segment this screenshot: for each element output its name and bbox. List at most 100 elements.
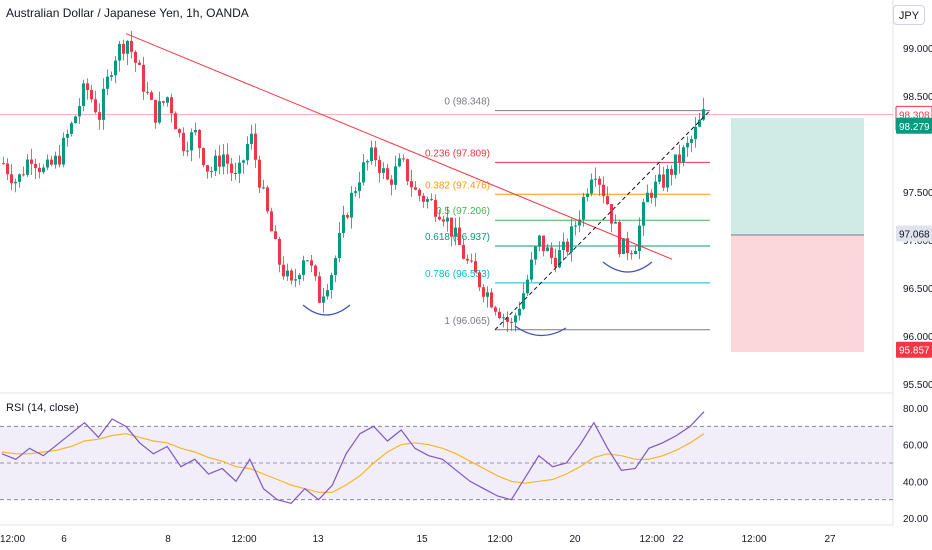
candle-body — [318, 276, 321, 303]
candle-body — [690, 139, 693, 143]
candle-body — [514, 315, 517, 323]
candle-body — [126, 40, 129, 54]
candle-body — [206, 165, 209, 172]
rsi-tick-label: 20.00 — [903, 514, 928, 525]
stop-price-tag-bg — [896, 341, 932, 358]
bottom-arc-2[interactable] — [514, 325, 567, 337]
bottom-arc-3[interactable] — [602, 261, 653, 273]
candle-body — [154, 99, 157, 123]
candle-body — [242, 160, 245, 163]
candle-body — [698, 119, 701, 127]
candle-body — [50, 159, 53, 165]
candle-body — [338, 232, 341, 259]
candle-body — [22, 174, 25, 176]
candle-body — [274, 231, 277, 239]
candle-body — [358, 182, 361, 192]
candle-body — [118, 43, 121, 61]
price-tick-label: 99.000 — [903, 44, 932, 55]
candle-body — [614, 222, 617, 224]
candle-body — [102, 88, 105, 120]
time-tick-label: 12:00 — [0, 534, 25, 545]
time-tick-label: 13 — [312, 534, 324, 545]
candle-body — [334, 258, 337, 276]
candle-body — [578, 219, 581, 226]
candle-body — [402, 158, 405, 160]
candle-body — [110, 75, 113, 77]
candle-body — [262, 187, 265, 189]
candle-body — [566, 241, 569, 252]
candle-body — [66, 133, 69, 138]
candle-body — [202, 148, 205, 166]
candle-body — [290, 270, 293, 281]
candle-body — [234, 172, 237, 174]
candle-body — [194, 129, 197, 133]
candle-body — [350, 192, 353, 218]
candle-body — [386, 168, 389, 180]
candle-body — [462, 244, 465, 259]
candle-body — [146, 91, 149, 93]
candle-body — [170, 97, 173, 114]
fib-level-label: 1 (96.065) — [444, 316, 490, 327]
stop-zone[interactable] — [731, 235, 864, 352]
candle-body — [310, 260, 313, 266]
candle-body — [58, 155, 61, 165]
candle-body — [222, 154, 225, 167]
candle-body — [546, 247, 549, 252]
candle-body — [542, 235, 545, 252]
candle-body — [30, 159, 33, 164]
candle-body — [446, 217, 449, 222]
candle-body — [286, 270, 289, 277]
candle-body — [638, 225, 641, 251]
candle-body — [506, 317, 509, 322]
candle-body — [190, 132, 193, 151]
fib-trend-line[interactable] — [494, 110, 711, 331]
fib-level-label: 0.618 (96.937) — [425, 232, 490, 243]
candle-body — [62, 137, 65, 165]
candle-body — [330, 275, 333, 291]
trendline[interactable] — [125, 33, 673, 260]
candle-body — [686, 142, 689, 148]
price-pane[interactable] — [0, 0, 893, 392]
rsi-tick-label: 40.00 — [903, 477, 928, 488]
candle-body — [398, 158, 401, 167]
candle-body — [442, 219, 445, 222]
candle-body — [634, 250, 637, 255]
candle-body — [450, 217, 453, 237]
candle-body — [230, 163, 233, 173]
candle-body — [382, 168, 385, 173]
target-zone[interactable] — [731, 118, 864, 235]
candle-body — [162, 101, 165, 103]
candle-body — [94, 99, 97, 113]
price-tick-label: 95.500 — [903, 380, 932, 391]
candle-body — [586, 193, 589, 197]
candle-body — [342, 214, 345, 233]
candle-body — [362, 162, 365, 183]
currency-button[interactable]: JPY — [893, 5, 925, 25]
price-tick-label: 96.500 — [903, 284, 932, 295]
rsi-moving-average — [1, 433, 705, 493]
candle-body — [314, 265, 317, 277]
rsi-line — [1, 411, 705, 504]
candle-body — [114, 60, 117, 76]
time-tick-label: 22 — [672, 534, 684, 545]
candle-body — [410, 181, 413, 188]
candle-body — [466, 258, 469, 261]
target-price-tag: 98.279 — [899, 122, 930, 133]
rsi-tick-label: 80.00 — [903, 404, 928, 415]
candle-body — [198, 129, 201, 149]
time-tick-label: 12:00 — [487, 534, 512, 545]
candle-body — [662, 174, 665, 188]
candle-body — [294, 279, 297, 281]
time-tick-label: 20 — [569, 534, 581, 545]
candle-body — [474, 261, 477, 273]
stop-price-tag: 95.857 — [899, 346, 930, 357]
candle-body — [478, 272, 481, 288]
candle-body — [538, 235, 541, 247]
candle-body — [470, 260, 473, 262]
candle-body — [630, 253, 633, 255]
candle-body — [494, 307, 497, 312]
candle-body — [518, 308, 521, 316]
bottom-arc-1[interactable] — [302, 304, 351, 316]
candle-body — [54, 155, 57, 165]
